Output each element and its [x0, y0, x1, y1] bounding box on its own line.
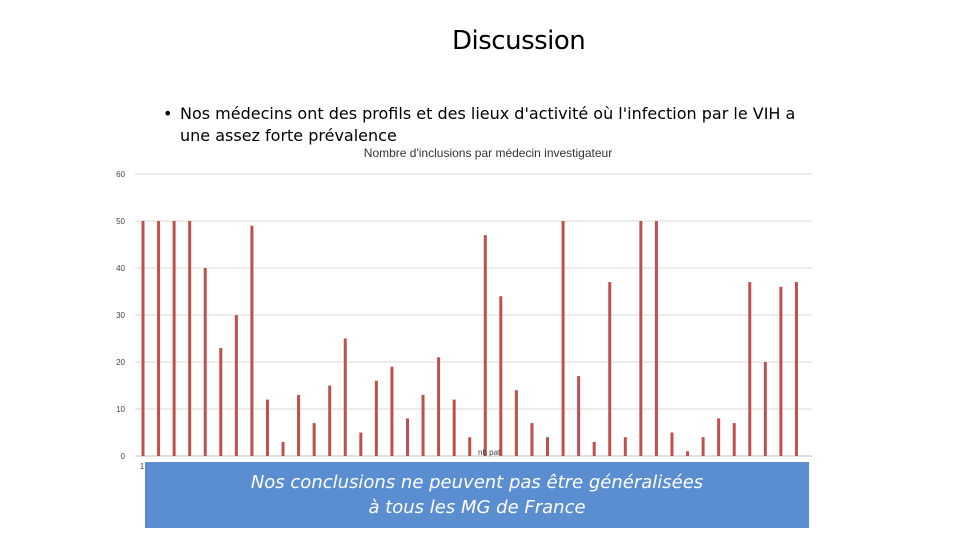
bullet-point: • Nos médecins ont des profils et des li… [163, 103, 803, 147]
y-tick-label: 40 [116, 264, 125, 273]
bar [701, 437, 705, 456]
bar [654, 221, 658, 456]
bar [328, 385, 332, 456]
bar [343, 338, 347, 456]
bar [514, 390, 518, 456]
bullet-dot: • [163, 104, 173, 123]
bars [141, 221, 798, 456]
bar [250, 225, 254, 456]
banner-line-1: Nos conclusions ne peuvent pas être géné… [250, 472, 704, 493]
bar [219, 347, 223, 456]
bar [748, 282, 752, 456]
bar [623, 437, 627, 456]
bar [157, 221, 161, 456]
chart-title: Nombre d'inclusions par médecin investig… [364, 146, 612, 160]
bar [483, 235, 487, 456]
bar [452, 399, 456, 456]
y-tick-label: 60 [116, 170, 125, 179]
bar [763, 362, 767, 456]
bar [779, 286, 783, 456]
bar [468, 437, 472, 456]
bar [717, 418, 721, 456]
banner-line-2: à tous les MG de France [368, 497, 586, 518]
bar [670, 432, 674, 456]
conclusion-banner: Nos conclusions ne peuvent pas être géné… [145, 462, 809, 528]
bar [390, 366, 394, 456]
bar [592, 441, 596, 456]
bullet-text: Nos médecins ont des profils et des lieu… [180, 104, 796, 145]
bar [234, 315, 238, 456]
legend-label: nb pat [478, 448, 501, 457]
bar [608, 282, 612, 456]
bar [265, 399, 269, 456]
y-tick-label: 50 [116, 217, 125, 226]
bar [577, 376, 581, 456]
bar [794, 282, 798, 456]
bar [686, 451, 690, 456]
bar [546, 437, 550, 456]
bar [530, 423, 534, 456]
slide-title: Discussion [452, 26, 586, 56]
bar [359, 432, 363, 456]
bar [639, 221, 643, 456]
bar [188, 221, 192, 456]
bar [499, 296, 503, 456]
x-tick-label: 1 [140, 462, 145, 471]
bar [405, 418, 409, 456]
y-tick-label: 0 [121, 452, 126, 461]
bar [172, 221, 176, 456]
bar [561, 221, 565, 456]
bar [141, 221, 145, 456]
y-axis: 0 10 20 30 40 50 60 [116, 170, 125, 461]
bar [312, 423, 316, 456]
bar [281, 441, 285, 456]
bar [732, 423, 736, 456]
gridlines [135, 173, 812, 457]
y-tick-label: 20 [116, 358, 125, 367]
bar [374, 380, 378, 456]
bar [297, 394, 301, 456]
bar [437, 357, 441, 456]
bar [421, 394, 425, 456]
y-tick-label: 10 [116, 405, 125, 414]
bar [203, 268, 207, 456]
y-tick-label: 30 [116, 311, 125, 320]
